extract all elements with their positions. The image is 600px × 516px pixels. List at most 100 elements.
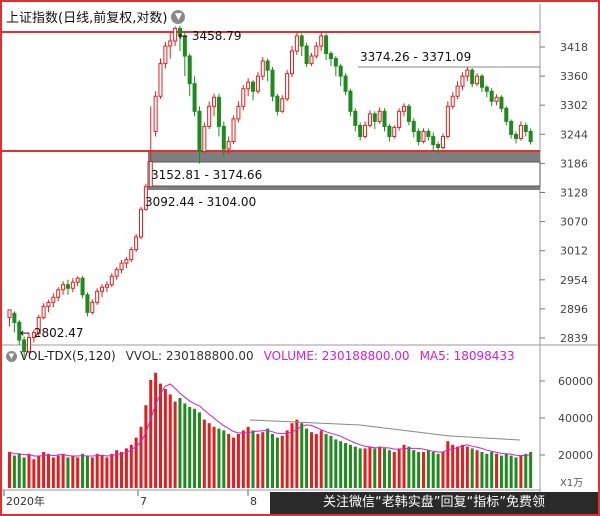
chart-title[interactable]: 上证指数(日线,前复权,对数) ▼ (6, 7, 186, 26)
volume-bar (504, 453, 508, 488)
candle-body (255, 75, 260, 92)
volume-bar (32, 459, 36, 488)
volume-bar (110, 453, 114, 488)
candle-body (12, 312, 17, 323)
volume-bar (227, 434, 231, 488)
candle-body (31, 331, 36, 338)
volume-ma5-line (9, 383, 531, 457)
candle-body (504, 107, 509, 122)
gap-band-upper (148, 152, 540, 162)
candle (377, 107, 382, 124)
candle (31, 329, 36, 343)
candle (455, 81, 460, 100)
candle (109, 273, 114, 288)
candle (450, 92, 455, 109)
candle-body (192, 83, 197, 112)
volume-bar (490, 452, 494, 488)
candle (280, 95, 285, 114)
candle-body (445, 105, 450, 137)
candle (70, 278, 75, 293)
candle (221, 121, 226, 157)
candle (528, 128, 533, 145)
candle (202, 122, 207, 155)
candle-body (528, 130, 533, 142)
candle (251, 80, 256, 101)
volume-bar (22, 457, 26, 488)
volume-bar (295, 419, 299, 488)
price-tick-label: 3012 (560, 245, 588, 258)
candle-body (518, 124, 523, 139)
candle-body (260, 60, 265, 77)
candle (95, 288, 100, 305)
volume-bar (134, 437, 138, 488)
chevron-down-icon[interactable]: ▼ (6, 350, 17, 362)
candle-body (226, 140, 231, 150)
volume-bar (397, 448, 401, 488)
low-annotation: ← 2802.47 (20, 326, 84, 340)
gap-band-box (147, 161, 541, 187)
candle (124, 257, 129, 269)
candle-body (182, 35, 187, 57)
volume-bar (90, 457, 94, 488)
volume-bar (392, 452, 396, 488)
vvol-value: VVOL: 230188800.00 (125, 349, 254, 363)
candle (324, 33, 329, 61)
volume-bar (446, 441, 450, 488)
candle-body (109, 275, 114, 286)
candle-body (309, 55, 314, 65)
volume-bar (85, 455, 89, 488)
volume-bar (368, 446, 372, 488)
candle (465, 67, 470, 82)
candle (41, 303, 46, 320)
volume-bar (232, 437, 236, 488)
volume-bar (76, 457, 80, 488)
price-tick-label: 2896 (560, 303, 588, 316)
candle (153, 91, 158, 137)
candle-body (377, 110, 382, 122)
volume-bar (407, 446, 411, 488)
volume-bar (412, 450, 416, 488)
candle-body (436, 144, 441, 149)
candle (372, 111, 377, 129)
candle-body (397, 110, 402, 128)
price-tick-label: 3186 (560, 157, 588, 170)
indicator-name[interactable]: ▼ VOL-TDX(5,120) (6, 349, 116, 363)
candle-body (207, 105, 212, 127)
volume-bar (81, 453, 85, 488)
candle (348, 88, 353, 117)
date-label: 8 (250, 495, 257, 508)
candle (7, 309, 12, 327)
chevron-down-icon[interactable]: ▼ (171, 9, 186, 24)
candle-body (212, 96, 217, 107)
candle (343, 73, 348, 96)
candle-body (343, 75, 348, 92)
candle-body (251, 81, 256, 92)
candle-body (348, 90, 353, 112)
candle (431, 132, 436, 152)
candle (314, 41, 319, 59)
high-annotation: ← 3458.79 (178, 29, 242, 43)
candle-body (314, 45, 319, 57)
gap-band-lower (148, 186, 540, 190)
volume-bar (309, 432, 313, 488)
candle (182, 31, 187, 77)
volume-bar (451, 444, 455, 488)
candle-body (338, 65, 343, 77)
candle-body (328, 53, 333, 60)
candle (119, 260, 124, 274)
candle-body (275, 95, 280, 112)
candle (46, 299, 51, 313)
candle-body (426, 130, 431, 137)
volume-bar (271, 434, 275, 488)
candle-body (484, 86, 489, 92)
candle-body (499, 96, 504, 109)
price-tick-label: 3302 (560, 99, 588, 112)
volume-series (8, 372, 533, 488)
candle (475, 73, 480, 87)
candle-body (124, 259, 129, 264)
candle-body (333, 58, 338, 67)
volume-bar (421, 452, 426, 488)
volume-bar (280, 435, 284, 488)
candle (104, 281, 109, 293)
